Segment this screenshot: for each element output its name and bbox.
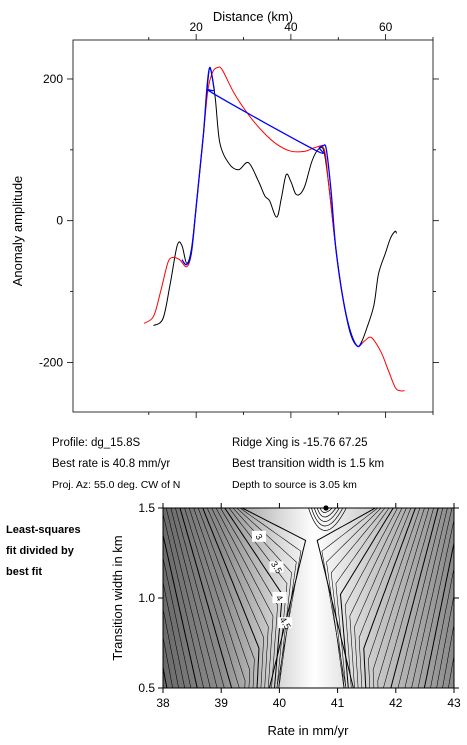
- profile-x-tick-label: 20: [189, 20, 203, 34]
- profile-y-axis-label: Anomaly amplitude: [10, 176, 25, 287]
- contour-line: [326, 508, 382, 688]
- profile-label: Profile: dg_15.8S: [52, 437, 141, 449]
- contour-y-tick-label: 1.5: [138, 501, 155, 515]
- contour-line: [442, 622, 454, 688]
- contour-line: [197, 508, 255, 688]
- side-note-line: best fit: [6, 566, 43, 578]
- profile-y-tick-label: -200: [39, 355, 63, 369]
- contour-line: [335, 508, 390, 688]
- contour-line: [411, 508, 453, 688]
- contour-line: [170, 508, 218, 688]
- contour-line: [215, 508, 274, 688]
- contour-line: [206, 508, 264, 688]
- contour-x-axis-label: Rate in mm/yr: [268, 723, 350, 738]
- projection-azimuth: Proj. Az: 55.0 deg. CW of N: [52, 479, 181, 491]
- contour-line: [184, 508, 240, 688]
- best-width: Best transition width is 1.5 km: [232, 458, 385, 470]
- ridge-crossing: Ridge Xing is -15.76 67.25: [232, 437, 368, 449]
- contour-line: [397, 508, 444, 688]
- best-fit-marker: [323, 505, 329, 511]
- contour-line: [163, 556, 192, 688]
- contour-line: [330, 508, 386, 688]
- contour-y-tick-label: 0.5: [138, 681, 155, 695]
- contour-y-axis-label: Transition width in km: [110, 535, 125, 660]
- contour-line: [188, 508, 246, 688]
- contour-line: [308, 508, 347, 531]
- fitted-segment-line: [181, 66, 363, 348]
- contour-x-tick-label: 43: [447, 696, 461, 710]
- observed-profile-line: [153, 66, 397, 347]
- contour-line: [390, 508, 439, 688]
- contour-line: [175, 508, 225, 688]
- contour-line: [404, 508, 448, 688]
- contour-line: [163, 512, 204, 688]
- contour-lines: [163, 508, 467, 688]
- contour-line: [311, 508, 344, 527]
- contour-line: [423, 540, 454, 688]
- best-rate: Best rate is 40.8 mm/yr: [52, 458, 171, 470]
- contour-line: [163, 580, 185, 688]
- contour-line: [163, 532, 198, 688]
- contour-x-tick-label: 41: [331, 696, 345, 710]
- contour-line: [363, 508, 416, 688]
- contour-chart: 38 39 40 41 42 430.51.01.5 33.544.5 Rate in m…: [110, 501, 467, 738]
- contour-line: [319, 508, 333, 513]
- contour-line: [349, 508, 403, 688]
- contour-label-bg: [278, 617, 293, 629]
- contour-line: [316, 508, 337, 518]
- profile-x-axis-label: Distance (km): [213, 9, 293, 24]
- profile-x-tick-label: 60: [379, 20, 393, 34]
- contour-shading: [163, 508, 454, 688]
- contour-line: [313, 508, 340, 522]
- contour-line: [339, 508, 394, 688]
- contour-line: [211, 508, 269, 688]
- contour-line: [383, 508, 434, 688]
- contour-label: 4: [274, 593, 285, 603]
- model-profile-line: [143, 66, 405, 392]
- source-depth: Depth to source is 3.05 km: [232, 479, 357, 491]
- contour-x-tick-label: 40: [273, 696, 287, 710]
- contour-x-tick-label: 39: [215, 696, 229, 710]
- contour-label-bg: [269, 561, 284, 573]
- side-note-line: Least-squares: [6, 524, 81, 536]
- contour-y-tick-label: 1.0: [138, 591, 155, 605]
- contour-line: [354, 508, 407, 688]
- side-note: Least-squares fit divided by best fit: [6, 520, 81, 583]
- profile-y-tick-label: 0: [56, 214, 63, 228]
- profile-plot-frame: [72, 39, 434, 413]
- profile-x-tick-label: 40: [284, 20, 298, 34]
- contour-line: [368, 508, 421, 688]
- contour-line: [358, 508, 412, 688]
- contour-line: [193, 508, 250, 688]
- contour-line: [417, 518, 454, 688]
- contour-line: [430, 566, 454, 688]
- contour-line: [163, 635, 173, 688]
- contour-label: 3: [253, 532, 264, 542]
- contour-x-tick-label: 38: [156, 696, 170, 710]
- contour-line: [344, 508, 398, 688]
- contour-line: [202, 508, 260, 688]
- profile-chart: 20 40 60 200 0 -200 Distance (km) Anomaly amp…: [10, 9, 439, 418]
- contour-line: [460, 508, 467, 688]
- contour-line: [377, 508, 430, 688]
- contour-line: [236, 508, 297, 688]
- contour-line: [165, 508, 211, 688]
- contour-line: [179, 508, 233, 688]
- contour-x-tick-label: 42: [389, 696, 403, 710]
- contour-label-bg: [272, 592, 287, 603]
- profile-y-tick-label: 200: [43, 72, 63, 86]
- contour-line: [163, 607, 179, 688]
- contour-line: [372, 508, 425, 688]
- contour-label-bg: [252, 530, 267, 542]
- side-note-line: fit divided by: [6, 545, 74, 557]
